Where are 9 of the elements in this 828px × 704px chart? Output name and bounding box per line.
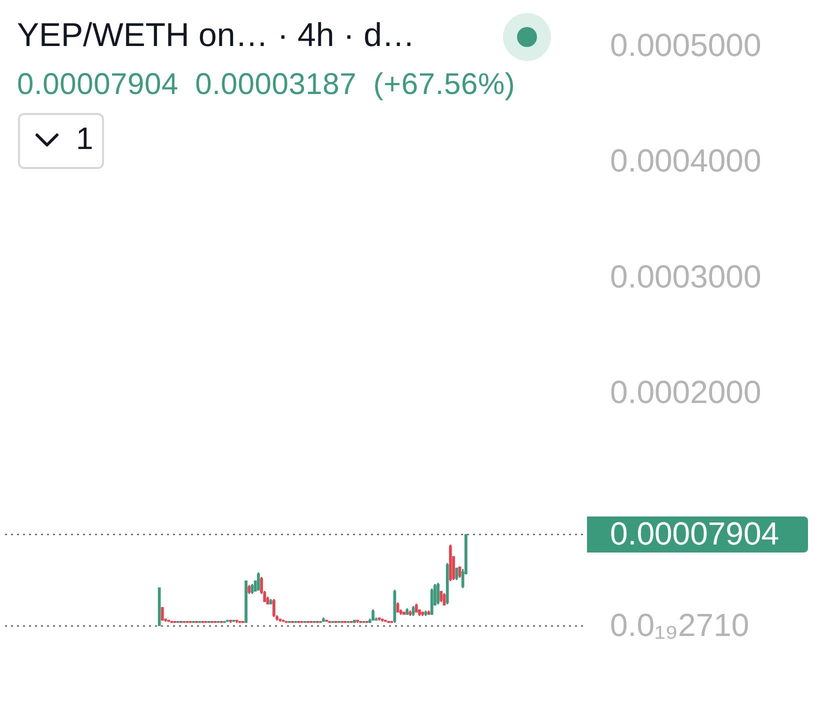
y-tick-label: 0.0003000 [610,258,762,294]
ref-line-label: 0.00007904 [610,515,780,552]
text: 1 [76,121,94,157]
y-tick-label: 0.0005000 [610,26,762,63]
chart-title: YEP/WETH on… · 4h · d… [17,16,415,54]
ref-line-label: 0.0₁₉2710 [610,606,750,643]
text: 0.00007904 0.00003187 (+67.56%) [17,68,516,102]
y-tick-label: 0.0004000 [610,142,762,179]
y-tick-label: 0.0002000 [610,374,762,410]
